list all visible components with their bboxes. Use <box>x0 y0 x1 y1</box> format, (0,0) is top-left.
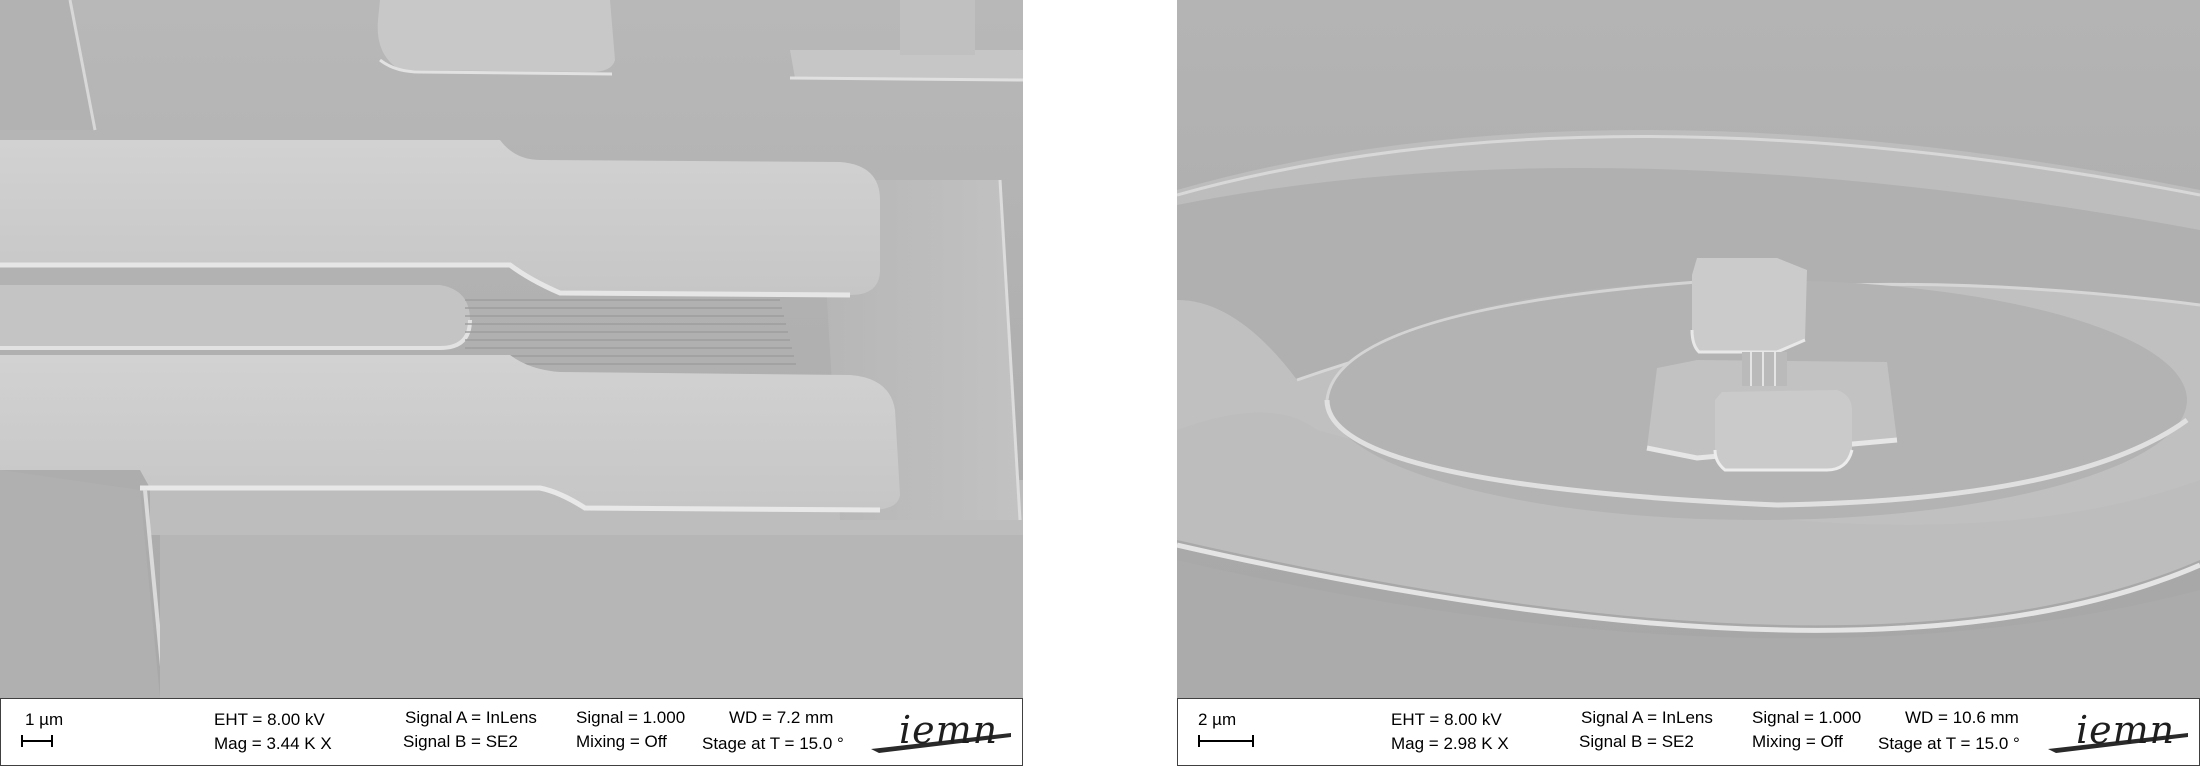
signal-b-value: Signal B = SE2 <box>1579 732 1694 751</box>
scale-label: 2 µm <box>1198 710 1237 729</box>
signal-a-value: Signal A = InLens <box>1581 708 1713 727</box>
mixing-value: Mixing = Off <box>1752 732 1843 751</box>
wd-value: WD = 7.2 mm <box>729 708 834 727</box>
signal-b-value: Signal B = SE2 <box>403 732 518 751</box>
scale-bar <box>1198 735 1254 747</box>
signal-value: Signal = 1.000 <box>576 708 686 727</box>
sem-micrograph-transistor <box>0 0 1023 698</box>
sem-info-bar: 1 µm EHT = 8.00 kV Mag = 3.44 K X Signal… <box>0 698 1023 766</box>
mag-value: Mag = 3.44 K X <box>214 734 332 753</box>
stage-value: Stage at T = 15.0 ° <box>702 734 844 753</box>
signal-a-value: Signal A = InLens <box>405 708 537 727</box>
mixing-value: Mixing = Off <box>576 732 667 751</box>
mag-value: Mag = 2.98 K X <box>1391 734 1509 753</box>
iemn-logo: iemn <box>871 709 1011 761</box>
logo-text: iemn <box>899 708 999 752</box>
logo-text: iemn <box>2076 708 2176 752</box>
sem-panel-right: 2 µm EHT = 8.00 kV Mag = 2.98 K X Signal… <box>1177 0 2200 768</box>
stage-value: Stage at T = 15.0 ° <box>1878 734 2020 753</box>
scale-bar <box>21 735 53 747</box>
sem-info-bar: 2 µm EHT = 8.00 kV Mag = 2.98 K X Signal… <box>1177 698 2200 766</box>
sem-panel-left: 1 µm EHT = 8.00 kV Mag = 3.44 K X Signal… <box>0 0 1023 768</box>
iemn-logo: iemn <box>2048 709 2188 761</box>
sem-micrograph-spiral-antenna <box>1177 0 2200 698</box>
wd-value: WD = 10.6 mm <box>1905 708 2019 727</box>
scale-label: 1 µm <box>25 710 64 729</box>
eht-value: EHT = 8.00 kV <box>214 710 325 729</box>
eht-value: EHT = 8.00 kV <box>1391 710 1502 729</box>
signal-value: Signal = 1.000 <box>1752 708 1862 727</box>
